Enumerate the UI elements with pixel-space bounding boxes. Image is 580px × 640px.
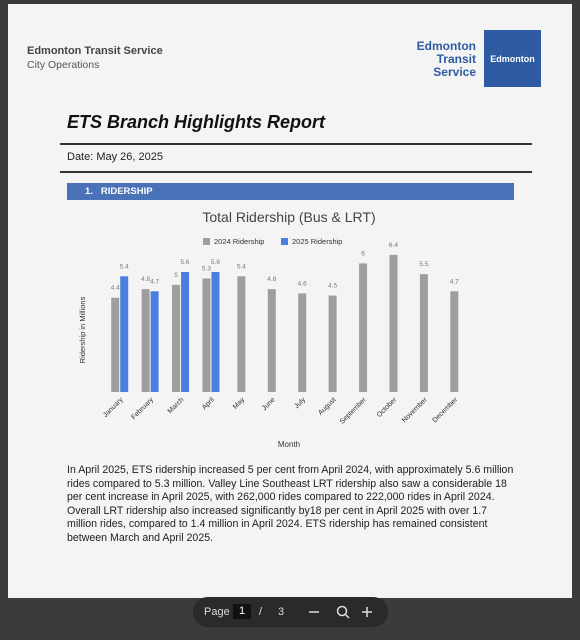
brand-text: Edmonton Transit Service <box>400 40 476 79</box>
x-tick-label: October <box>376 396 399 419</box>
page-input[interactable]: 1 <box>233 604 251 619</box>
department: City Operations <box>27 59 100 71</box>
bar <box>211 272 220 392</box>
page-total: 3 <box>278 606 285 618</box>
bar <box>419 274 428 392</box>
value-label: 5.5 <box>419 261 428 268</box>
x-tick-label: April <box>201 396 216 411</box>
value-label: 4.5 <box>328 283 337 290</box>
x-tick-label: August <box>317 396 337 416</box>
page-separator: / <box>259 606 263 618</box>
x-axis-label: Month <box>278 440 300 449</box>
brand-line: Edmonton <box>416 39 476 53</box>
paragraph: In April 2025, ETS ridership increased 5… <box>67 464 514 544</box>
value-label: 4.4 <box>111 285 120 292</box>
legend-label: 2025 Ridership <box>292 237 342 246</box>
bar <box>389 254 398 392</box>
bar <box>181 272 190 392</box>
report-title: ETS Branch Highlights Report <box>67 112 326 132</box>
bar <box>450 291 459 392</box>
bar <box>267 289 276 392</box>
zoom-in[interactable] <box>362 607 372 617</box>
bar <box>202 278 211 392</box>
value-label: 4.7 <box>450 278 459 285</box>
value-label: 5 <box>174 272 178 279</box>
viewer-toolbar: Page 1 / 3 <box>193 597 388 627</box>
chart-title: Total Ridership (Bus & LRT) <box>202 209 375 225</box>
value-label: 4.8 <box>141 276 150 283</box>
value-label: 5.3 <box>202 265 211 272</box>
x-tick-label: January <box>102 396 125 419</box>
report-date: Date: May 26, 2025 <box>67 151 164 163</box>
x-tick-label: February <box>130 396 155 421</box>
bar <box>150 291 159 392</box>
value-label: 5.4 <box>237 263 246 270</box>
chart: Total Ridership (Bus & LRT) Month Riders… <box>78 209 460 449</box>
bar <box>111 297 120 392</box>
legend-swatch <box>203 238 210 245</box>
section-header: 1. RIDERSHIP <box>67 183 514 200</box>
brand-line: Service <box>433 65 476 79</box>
x-tick-label: September <box>339 396 369 426</box>
divider <box>60 171 532 173</box>
value-label: 4.7 <box>150 278 159 285</box>
zoom-controls <box>309 605 372 619</box>
bar <box>172 284 181 392</box>
zoom-fit[interactable] <box>336 605 350 619</box>
document-page <box>8 4 572 598</box>
value-label: 5.4 <box>120 263 129 270</box>
x-tick-label: November <box>401 396 429 424</box>
x-tick-label: December <box>431 396 459 424</box>
logo: Edmonton <box>484 30 541 87</box>
x-tick-label: March <box>167 396 186 415</box>
page-label: Page <box>204 606 230 618</box>
x-tick-label: July <box>293 396 307 410</box>
value-label: 6 <box>361 250 365 257</box>
value-label: 4.8 <box>267 276 276 283</box>
legend-label: 2024 Ridership <box>214 237 264 246</box>
bar <box>298 293 307 392</box>
bar <box>120 276 129 392</box>
y-axis-label: Ridership in Millions <box>78 296 87 363</box>
legend-swatch <box>281 238 288 245</box>
bar <box>237 276 246 392</box>
org-name: Edmonton Transit Service <box>27 45 163 57</box>
value-label: 4.6 <box>298 280 307 287</box>
brand-line: Transit <box>436 52 476 66</box>
x-tick-label: May <box>232 396 247 411</box>
value-label: 5.6 <box>181 259 190 266</box>
x-tick-label: June <box>261 396 277 412</box>
bar <box>359 263 368 392</box>
value-label: 6.4 <box>389 242 398 249</box>
bar <box>141 289 150 392</box>
bar <box>328 295 337 392</box>
value-label: 5.6 <box>211 259 220 266</box>
divider <box>60 143 532 145</box>
